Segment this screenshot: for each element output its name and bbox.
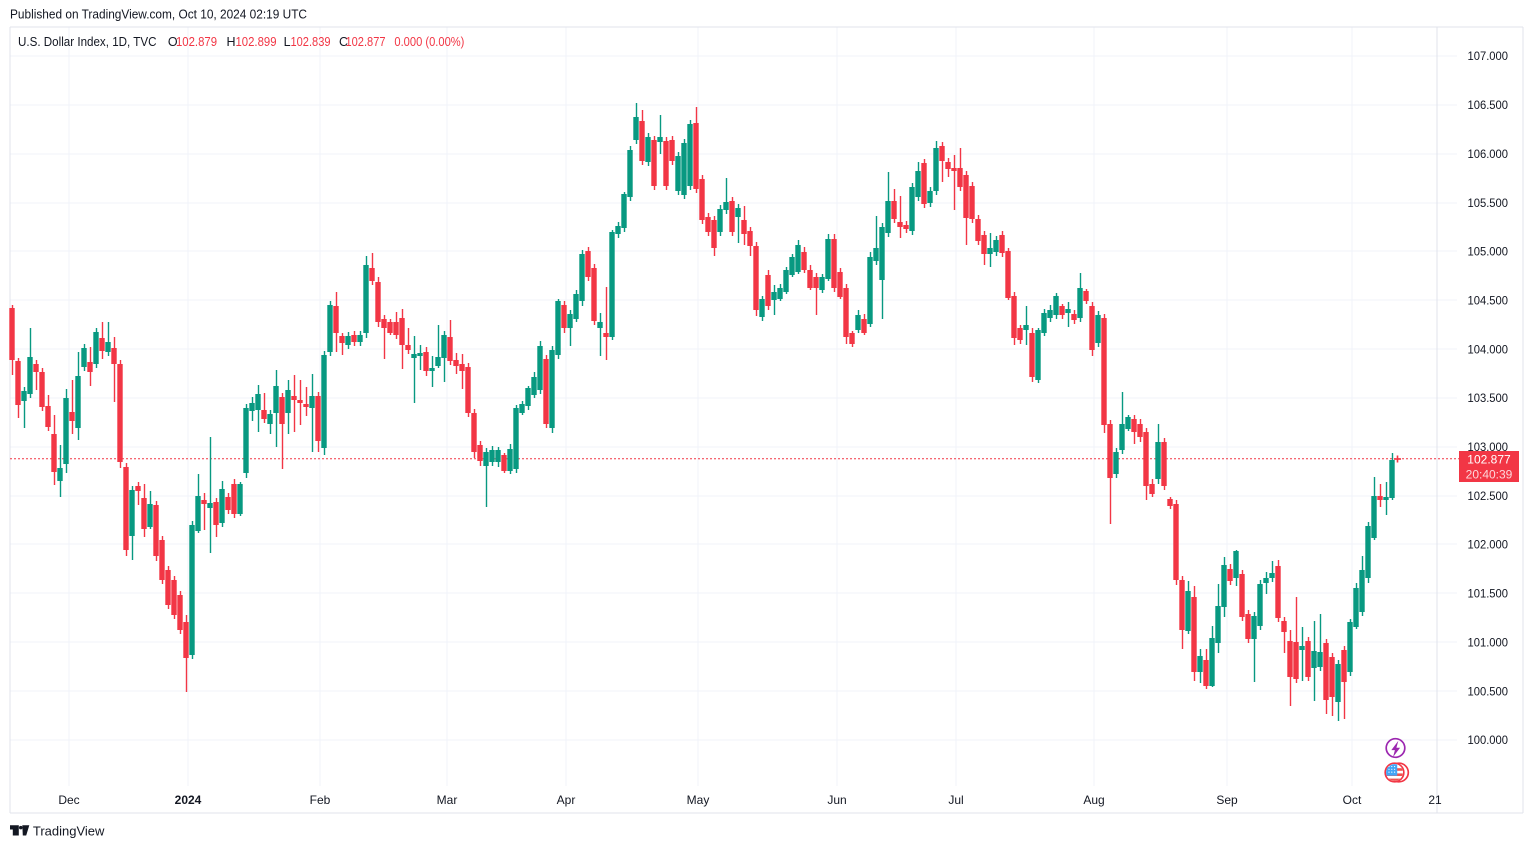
- svg-text:105.000: 105.000: [1468, 245, 1509, 259]
- svg-text:Mar: Mar: [437, 793, 458, 807]
- svg-text:105.500: 105.500: [1468, 196, 1509, 210]
- svg-text:0.000 (0.00%): 0.000 (0.00%): [394, 35, 464, 49]
- svg-text:Published on TradingView.com,: Published on TradingView.com, Oct 10, 20…: [10, 8, 307, 22]
- svg-text:102.879: 102.879: [176, 35, 217, 49]
- svg-text:102.877: 102.877: [1467, 453, 1511, 467]
- svg-text:100.000: 100.000: [1468, 733, 1509, 747]
- svg-text:2024: 2024: [175, 793, 202, 807]
- svg-text:U.S. Dollar Index, 1D, TVC: U.S. Dollar Index, 1D, TVC: [18, 35, 157, 49]
- svg-text:Oct: Oct: [1343, 793, 1362, 807]
- svg-text:102.899: 102.899: [236, 35, 277, 49]
- svg-text:20:40:39: 20:40:39: [1466, 468, 1513, 482]
- svg-text:O: O: [168, 35, 178, 49]
- svg-text:Feb: Feb: [310, 793, 331, 807]
- svg-text:Jun: Jun: [827, 793, 846, 807]
- svg-text:104.000: 104.000: [1468, 342, 1509, 356]
- svg-text:106.000: 106.000: [1468, 147, 1509, 161]
- svg-text:106.500: 106.500: [1468, 98, 1509, 112]
- svg-text:103.500: 103.500: [1468, 391, 1509, 405]
- svg-text:Apr: Apr: [557, 793, 576, 807]
- svg-text:102.839: 102.839: [291, 35, 331, 49]
- svg-text:21: 21: [1428, 793, 1442, 807]
- svg-text:Sep: Sep: [1216, 793, 1238, 807]
- svg-text:TradingView: TradingView: [33, 823, 105, 838]
- svg-text:Dec: Dec: [58, 793, 79, 807]
- svg-text:102.877: 102.877: [346, 35, 386, 49]
- svg-text:102.000: 102.000: [1468, 538, 1509, 552]
- svg-text:C: C: [339, 35, 348, 49]
- svg-text:101.000: 101.000: [1468, 635, 1509, 649]
- svg-text:Aug: Aug: [1083, 793, 1104, 807]
- svg-text:H: H: [227, 35, 236, 49]
- svg-text:L: L: [284, 35, 291, 49]
- svg-text:103.000: 103.000: [1468, 440, 1509, 454]
- svg-text:100.500: 100.500: [1468, 684, 1509, 698]
- svg-text:May: May: [687, 793, 710, 807]
- svg-text:102.500: 102.500: [1468, 489, 1509, 503]
- svg-text:104.500: 104.500: [1468, 293, 1509, 307]
- svg-text:Jul: Jul: [948, 793, 963, 807]
- svg-text:101.500: 101.500: [1468, 587, 1509, 601]
- svg-text:107.000: 107.000: [1468, 49, 1509, 63]
